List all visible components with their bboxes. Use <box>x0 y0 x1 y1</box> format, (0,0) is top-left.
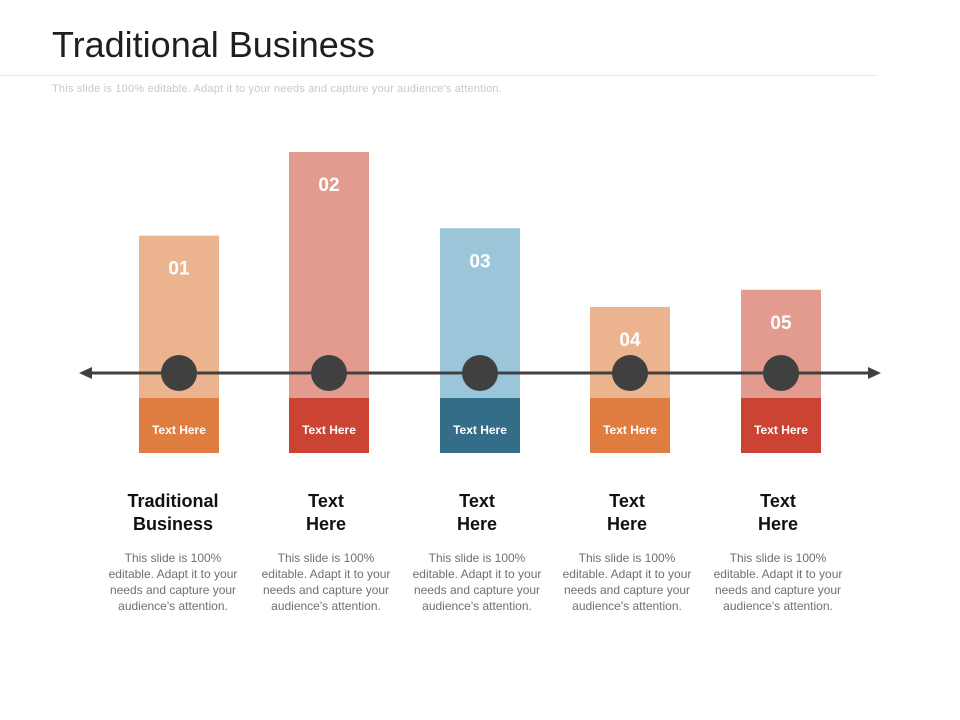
step-4-caption-block <box>590 398 670 453</box>
step-2-heading: Text Here <box>305 491 347 534</box>
step-2-body: This slide is 100% editable. Adapt it to… <box>261 551 391 613</box>
step-1-body: This slide is 100% editable. Adapt it to… <box>108 551 238 613</box>
slide-title: Traditional Business <box>52 24 375 65</box>
step-1-description: Traditional Business This slide is 100% e… <box>103 490 243 614</box>
step-3-caption-block <box>440 398 520 453</box>
step-4-description: Text Here This slide is 100% editable. Ad… <box>557 490 697 614</box>
step-5-heading: Text Here <box>757 491 799 534</box>
slide-subtitle: This slide is 100% editable. Adapt it to… <box>52 83 502 95</box>
step-4-heading: Text Here <box>606 491 648 534</box>
step-5-number: 05 <box>770 313 792 334</box>
step-4-caption: Text Here <box>603 423 657 437</box>
step-5-caption-block <box>741 398 821 453</box>
step-4-marker <box>612 355 648 391</box>
title-divider <box>0 75 876 76</box>
step-3-bar: 03 Text Here <box>440 228 520 453</box>
step-2-number: 02 <box>318 175 339 196</box>
step-3-caption: Text Here <box>453 423 507 437</box>
step-3-number: 03 <box>469 251 490 272</box>
step-3-marker <box>462 355 498 391</box>
arrow-left-icon <box>79 367 92 379</box>
step-3-body: This slide is 100% editable. Adapt it to… <box>412 551 542 613</box>
step-4-number: 04 <box>619 330 641 351</box>
step-2-marker <box>311 355 347 391</box>
step-2-description: Text Here This slide is 100% editable. Ad… <box>256 490 396 614</box>
step-3-description: Text Here This slide is 100% editable. Ad… <box>407 490 547 614</box>
step-1-number: 01 <box>168 259 190 280</box>
step-2-caption-block <box>289 398 369 453</box>
step-1-caption: Text Here <box>152 423 206 437</box>
step-2-bar: 02 Text Here <box>289 152 369 453</box>
step-1-heading: Traditional Business <box>127 491 219 534</box>
step-1-caption-block <box>139 398 219 453</box>
step-1-marker <box>161 355 197 391</box>
step-3-heading: Text Here <box>456 491 498 534</box>
step-5-marker <box>763 355 799 391</box>
step-4-bar: 04 Text Here <box>590 306 670 453</box>
step-5-caption: Text Here <box>754 423 808 437</box>
step-5-description: Text Here This slide is 100% editable. Ad… <box>708 490 848 614</box>
step-2-caption: Text Here <box>302 423 356 437</box>
step-1-bar: 01 Text Here <box>139 235 219 453</box>
arrow-right-icon <box>868 367 881 379</box>
step-4-body: This slide is 100% editable. Adapt it to… <box>562 551 692 613</box>
step-5-body: This slide is 100% editable. Adapt it to… <box>713 551 843 613</box>
